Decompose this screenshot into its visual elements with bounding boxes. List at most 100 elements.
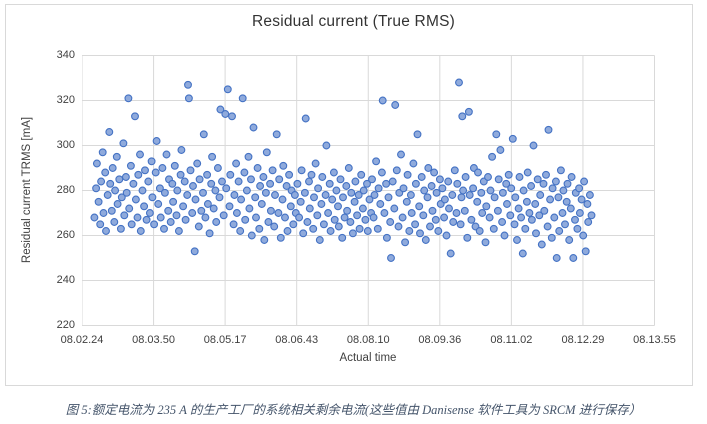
data-point — [444, 177, 453, 186]
y-axis-title: Residual current TRMS [mA] — [21, 116, 33, 264]
data-point — [409, 159, 418, 168]
data-point — [458, 112, 467, 121]
data-point — [575, 209, 584, 217]
data-point — [434, 227, 443, 235]
data-point — [194, 222, 203, 231]
data-point — [511, 193, 520, 202]
data-point — [377, 168, 386, 177]
data-point — [432, 188, 441, 197]
data-point — [354, 191, 363, 199]
data-point — [199, 188, 207, 197]
data-point — [423, 193, 432, 202]
data-point — [322, 141, 331, 150]
data-point — [484, 173, 492, 181]
data-point — [195, 175, 204, 184]
data-point — [177, 146, 186, 154]
data-point — [399, 184, 408, 193]
y-tick-label: 280 — [56, 183, 75, 196]
data-point — [223, 85, 232, 94]
data-point — [140, 202, 149, 211]
data-point — [172, 211, 181, 220]
data-point — [453, 179, 462, 188]
data-point — [266, 206, 275, 215]
chart-title: Residual current (True RMS) — [252, 13, 455, 30]
data-point — [351, 177, 360, 186]
data-point — [373, 224, 382, 233]
data-point — [334, 222, 343, 231]
data-point — [255, 224, 264, 233]
data-point — [438, 184, 447, 193]
data-point — [170, 161, 179, 170]
data-point — [380, 209, 389, 217]
data-point — [517, 213, 526, 222]
scatter-plot — [82, 55, 655, 326]
data-point — [253, 164, 262, 172]
data-point — [199, 130, 208, 139]
data-point — [102, 227, 110, 235]
data-point — [370, 191, 379, 199]
data-point — [160, 224, 168, 233]
data-point — [321, 191, 330, 199]
data-point — [567, 173, 576, 181]
data-point — [148, 193, 157, 202]
data-point — [155, 184, 164, 193]
data-point — [99, 209, 108, 217]
data-point — [120, 211, 129, 220]
data-point — [372, 157, 381, 166]
data-point — [234, 177, 243, 186]
data-point — [329, 168, 338, 177]
data-point — [518, 249, 527, 258]
data-point — [251, 193, 260, 202]
data-point — [407, 209, 416, 217]
data-point — [551, 177, 560, 186]
data-point — [411, 220, 420, 229]
data-point — [309, 224, 318, 233]
data-point — [162, 150, 171, 159]
data-point — [305, 177, 313, 186]
data-point — [515, 173, 524, 181]
data-point — [353, 211, 362, 220]
data-point — [554, 193, 563, 202]
data-point — [92, 184, 101, 193]
data-point — [127, 220, 136, 229]
data-point — [580, 177, 589, 186]
data-point — [382, 179, 391, 188]
data-point — [573, 224, 582, 233]
data-point — [108, 164, 117, 172]
data-point — [498, 218, 507, 226]
data-point — [473, 197, 482, 206]
data-point — [241, 215, 250, 224]
data-point — [550, 213, 559, 222]
y-tick-label: 260 — [56, 228, 75, 241]
data-point — [142, 215, 151, 224]
data-point — [266, 179, 275, 188]
data-point — [97, 177, 106, 186]
data-point — [300, 188, 309, 197]
data-point — [305, 204, 314, 213]
data-point — [256, 182, 265, 190]
data-point — [119, 139, 128, 148]
data-point — [285, 170, 294, 179]
data-point — [411, 179, 420, 188]
data-point — [445, 204, 453, 213]
data-point — [272, 130, 281, 139]
data-point — [519, 186, 528, 195]
data-point — [324, 209, 333, 217]
data-point — [311, 159, 320, 168]
data-point — [363, 179, 371, 188]
data-point — [435, 175, 444, 184]
data-point — [138, 186, 147, 195]
data-point — [475, 227, 484, 235]
data-point — [507, 184, 516, 193]
x-tick-label: 08.08.10 — [346, 334, 390, 346]
data-point — [317, 200, 326, 208]
data-point — [482, 202, 491, 211]
data-point — [529, 141, 538, 150]
data-point — [179, 202, 188, 211]
data-point — [160, 188, 169, 197]
data-point — [110, 218, 119, 226]
data-point — [141, 166, 149, 175]
data-point — [361, 215, 370, 224]
data-point — [164, 206, 173, 215]
